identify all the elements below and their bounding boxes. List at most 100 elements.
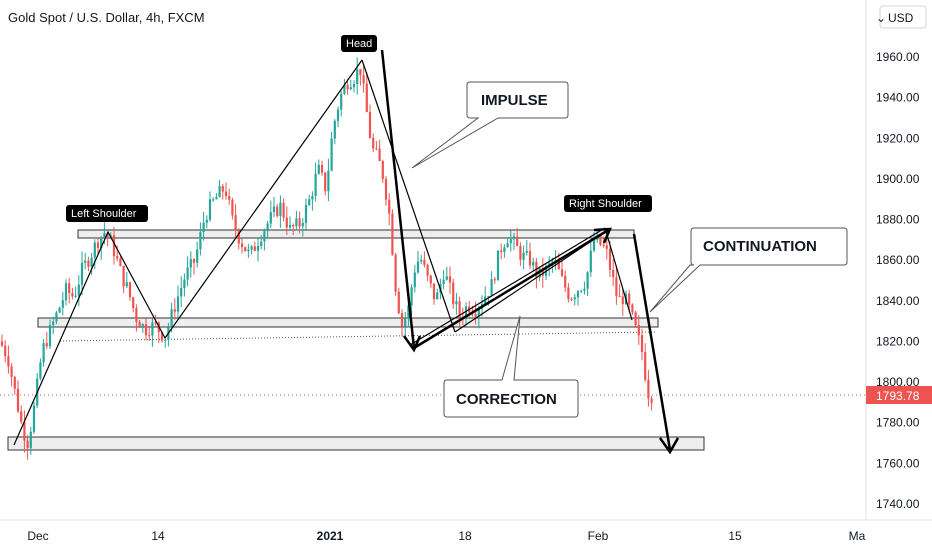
candle-body [560, 269, 564, 276]
candle-body [429, 275, 432, 284]
candle-body [336, 109, 340, 121]
candle-body [378, 148, 381, 162]
candle-body [160, 332, 164, 341]
candle-body [298, 218, 301, 227]
candle-body [391, 213, 394, 255]
candle-body [608, 248, 612, 270]
head-drop-line [361, 59, 456, 333]
current-price-tag-bg [866, 386, 932, 404]
candle-body [512, 236, 516, 240]
candle-body [618, 295, 621, 297]
left-shoulder-tag: Left Shoulder [66, 205, 148, 222]
candle-body [324, 172, 327, 192]
impulse-arrow [380, 49, 422, 353]
candle-body [301, 222, 304, 227]
y-tick-label: 1760.00 [876, 456, 920, 470]
candle-body [541, 267, 544, 276]
candle-body [116, 256, 119, 259]
candle-body [320, 164, 324, 173]
candle-body [237, 230, 240, 244]
candle-body [573, 297, 576, 300]
candle-body [106, 233, 109, 237]
candle-body [144, 324, 148, 336]
candle-body [4, 345, 7, 357]
candle-body [122, 265, 125, 287]
candle-body [228, 196, 231, 200]
candle-body [29, 431, 32, 449]
candle-body [141, 324, 144, 328]
candle-body [500, 250, 503, 253]
left-shoulder-tag-text: Left Shoulder [71, 208, 137, 220]
candle-body [420, 259, 423, 262]
candle-body [528, 250, 532, 266]
candle-body [493, 279, 496, 281]
candle-body [442, 279, 445, 285]
candle-body [599, 235, 602, 245]
candle-body [314, 173, 317, 196]
candle-body [506, 243, 509, 248]
continuation-arrow [632, 233, 680, 455]
candle-body [7, 356, 10, 367]
candle-body [634, 312, 637, 326]
y-tick-label: 1740.00 [876, 497, 920, 511]
continuation-callout-text: CONTINUATION [703, 238, 817, 255]
candle-body [637, 325, 640, 336]
candle-body [48, 325, 52, 347]
correction-callout-text: CORRECTION [456, 391, 557, 408]
candle-body [583, 288, 586, 291]
candle-body [586, 272, 589, 289]
candle-body [90, 257, 93, 267]
candle-body [138, 321, 141, 328]
candle-body [250, 246, 253, 250]
candle-body [183, 279, 186, 288]
candle-body [522, 252, 525, 260]
y-tick-label: 1800.00 [876, 375, 920, 389]
candle-body [445, 276, 448, 280]
price-axis[interactable]: 1960.00 1940.00 1920.00 1900.00 1880.00 1860.… [876, 50, 920, 511]
candle-body [448, 276, 452, 283]
candle-body [426, 264, 429, 276]
candle-body [327, 170, 330, 192]
right-shoulder-rise-line [409, 227, 606, 346]
candle-body [276, 206, 279, 217]
y-tick-label: 1840.00 [876, 294, 920, 308]
y-tick-label: 1820.00 [876, 334, 920, 348]
candle-body [330, 138, 333, 171]
candle-body [196, 249, 199, 263]
candle-body [42, 343, 45, 363]
candle-body [464, 306, 468, 319]
candle-body [343, 84, 346, 94]
candle-body [292, 224, 295, 227]
impulse-arrowhead-icon [402, 335, 422, 353]
candle-body [436, 292, 439, 300]
candle-body [263, 231, 266, 242]
candle-body [20, 411, 23, 422]
head-shoulders-pattern-line [13, 59, 363, 446]
left-shoulder-tag-bg [66, 205, 148, 222]
candle-body [202, 222, 205, 232]
candle-body [487, 296, 490, 298]
head-tag: Head [341, 35, 377, 52]
current-price-tag-text: 1793.78 [876, 389, 920, 403]
candle-body [151, 322, 154, 336]
time-axis[interactable]: Dec 14 2021 18 Feb 15 Ma [27, 529, 865, 543]
candle-body [186, 267, 189, 280]
candle-body [180, 287, 183, 297]
candle-body [253, 246, 256, 251]
candle-body [503, 247, 506, 253]
candle-body [170, 309, 173, 328]
continuation-callout: CONTINUATION [649, 227, 848, 313]
neckline-dotted [59, 331, 657, 342]
currency-button[interactable]: USD ⌄ [876, 5, 927, 29]
candle-body [592, 239, 596, 251]
right-shoulder-tag: Right Shoulder [564, 195, 652, 212]
candle-body [413, 272, 416, 288]
candles-group [0, 57, 653, 460]
currency-button-frame[interactable] [879, 5, 927, 29]
candle-body [551, 261, 554, 263]
candle-body [93, 242, 96, 258]
candle-body [416, 261, 420, 273]
candle-body [288, 224, 292, 228]
y-tick-label: 1860.00 [876, 253, 920, 267]
